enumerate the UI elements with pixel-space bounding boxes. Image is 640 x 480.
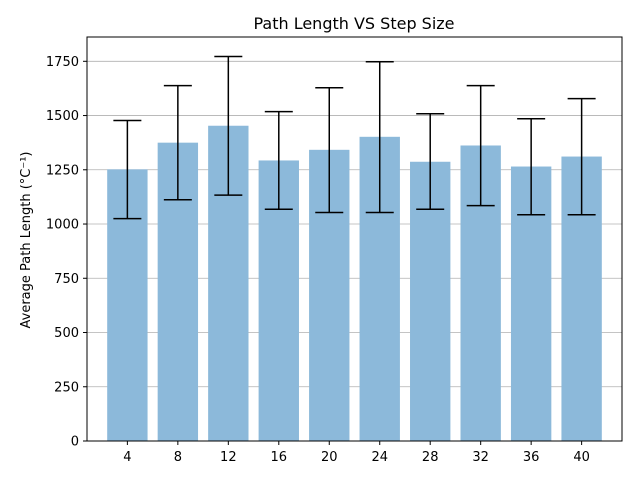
- y-tick-label-250: 250: [54, 380, 79, 395]
- x-tick-label-8: 8: [174, 450, 182, 465]
- x-tick-label-36: 36: [523, 450, 540, 465]
- plot-frame: [86, 36, 623, 442]
- x-tick-label-16: 16: [271, 450, 288, 465]
- x-tick-label-20: 20: [321, 450, 338, 465]
- chart-title: Path Length VS Step Size: [253, 14, 454, 33]
- y-tick-label-500: 500: [54, 326, 79, 341]
- error-bars: [113, 55, 596, 220]
- y-axis-ticks: 0 250 500 750 1000 1250 1500 1750: [46, 55, 87, 450]
- y-tick-label-1500: 1500: [46, 109, 79, 124]
- x-tick-label-24: 24: [371, 450, 388, 465]
- y-tick-label-1000: 1000: [46, 218, 79, 233]
- y-tick-label-0: 0: [71, 435, 79, 450]
- x-axis-ticks: 4 8 12 16 20 24 28 32 36 40: [123, 441, 590, 465]
- x-tick-label-28: 28: [422, 450, 439, 465]
- x-tick-label-4: 4: [123, 450, 131, 465]
- y-tick-label-1750: 1750: [46, 55, 79, 70]
- x-tick-label-12: 12: [220, 450, 237, 465]
- x-tick-label-40: 40: [573, 450, 590, 465]
- y-tick-label-1250: 1250: [46, 163, 79, 178]
- bars: [107, 125, 602, 442]
- y-axis-label: Average Path Length (°C⁻¹): [19, 152, 34, 329]
- y-tick-label-750: 750: [54, 272, 79, 287]
- x-tick-label-32: 32: [472, 450, 489, 465]
